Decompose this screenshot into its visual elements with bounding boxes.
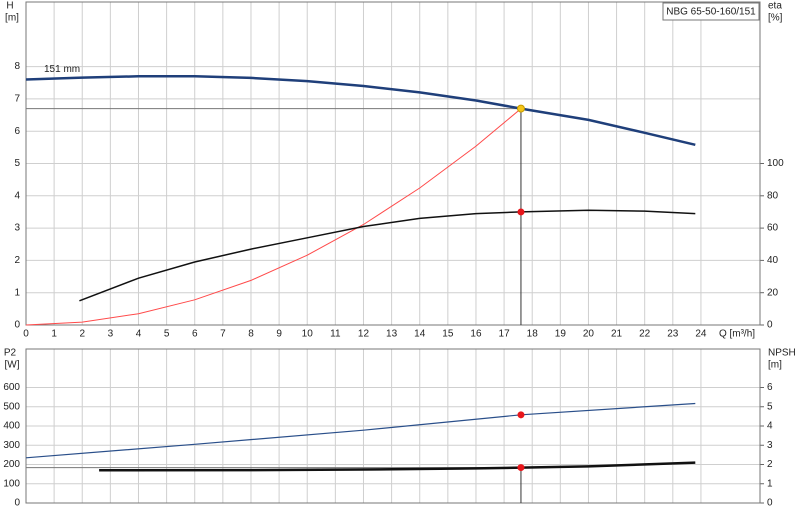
x-tick-label: 4 [136,329,142,340]
y-axis-label: P2 [4,348,17,359]
y-tick-label: 600 [3,382,20,393]
x-tick-label: 18 [527,329,539,340]
curve-annotation: 151 mm [44,64,80,75]
curve [79,209,696,302]
y2-tick-label: 6 [767,382,773,393]
y-tick-label: 100 [3,478,20,489]
y-tick-label: 7 [14,94,20,105]
y-axis-label: H [6,1,13,12]
y-tick-label: 4 [14,190,20,201]
x-tick-label: 19 [555,329,567,340]
x-tick-label: 12 [358,329,370,340]
y-tick-label: 2 [14,255,20,266]
plot-frame [25,348,761,504]
curve [99,461,696,472]
x-tick-label: 14 [414,329,426,340]
y2-tick-label: 80 [767,190,779,201]
duty-point [517,208,525,216]
x-tick-label: 21 [611,329,623,340]
x-tick-label: 11 [330,329,341,340]
y-tick-label: 400 [3,421,20,432]
x-tick-label: 15 [442,329,454,340]
curve [25,402,696,459]
y-tick-label: 300 [3,440,20,451]
y-axis-unit: [W] [5,360,20,371]
x-tick-label: 2 [79,329,85,340]
y-tick-label: 6 [14,126,20,137]
y2-tick-label: 1 [767,478,773,489]
y2-axis-label: NPSH [768,348,796,359]
y-tick-label: 200 [3,459,20,470]
x-tick-label: 3 [108,329,114,340]
y-tick-label: 0 [14,320,20,331]
duty-point [517,411,525,419]
title-box [662,2,760,21]
y2-tick-label: 40 [767,255,779,266]
y-tick-label: 8 [14,61,20,72]
x-tick-label: 6 [192,329,198,340]
x-tick-label: 9 [276,329,282,340]
y2-axis-unit: [%] [768,13,783,24]
plot-frame [25,1,761,326]
x-tick-label: 20 [583,329,595,340]
x-tick-label: 7 [220,329,226,340]
y2-axis-unit: [m] [768,360,782,371]
x-tick-label: 13 [386,329,398,340]
duty-point [517,464,525,472]
x-tick-label: 23 [667,329,679,340]
y2-tick-label: 3 [767,440,773,451]
y2-tick-label: 100 [767,158,784,169]
duty-point [516,104,525,113]
y2-axis-label: eta [768,1,782,12]
y2-tick-label: 5 [767,401,773,412]
y-tick-label: 3 [14,223,20,234]
x-tick-label: 0 [23,329,29,340]
x-tick-label: 5 [164,329,170,340]
x-tick-label: 8 [248,329,254,340]
y-tick-label: 1 [14,287,20,298]
y2-tick-label: 60 [767,223,779,234]
x-tick-label: 1 [51,329,57,340]
x-tick-label: 24 [695,329,707,340]
x-axis-label: Q [m³/h] [719,329,755,340]
curve [25,75,696,147]
x-tick-label: 10 [302,329,314,340]
y2-tick-label: 4 [767,421,773,432]
x-tick-label: 22 [639,329,651,340]
y2-tick-label: 0 [767,320,773,331]
y2-tick-label: 2 [767,459,773,470]
y2-tick-label: 0 [767,498,773,509]
y-axis-unit: [m] [5,13,19,24]
y-tick-label: 0 [14,498,20,509]
y-tick-label: 500 [3,401,20,412]
y2-tick-label: 20 [767,287,779,298]
x-tick-label: 16 [470,329,482,340]
x-tick-label: 17 [499,329,511,340]
chart-title: NBG 65-50-160/151 [666,7,756,18]
y-tick-label: 5 [14,158,20,169]
curve [25,108,522,326]
